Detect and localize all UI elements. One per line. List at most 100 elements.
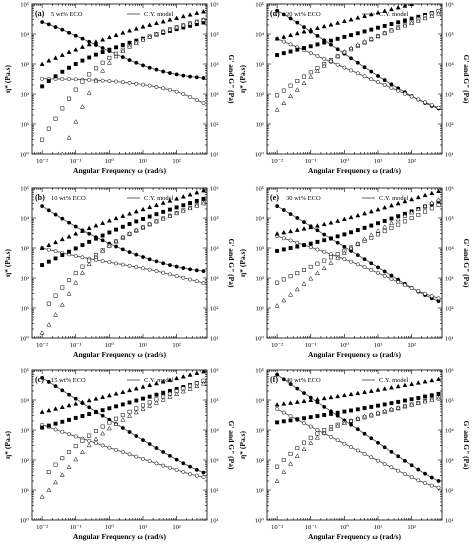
data-point [328,22,334,27]
y-right-axis-label: G' and G" (Pa) [227,421,236,470]
data-point [415,194,421,200]
data-point [194,203,200,208]
data-point [308,44,313,49]
data-point [114,244,119,249]
data-point [161,261,166,266]
data-point [288,382,293,387]
y-right-tick-label: 10⁴ [210,62,220,69]
data-point [308,51,313,56]
data-point [382,269,387,274]
data-point [66,234,72,239]
y-left-tick-label: 10³ [256,246,265,253]
data-point [133,26,139,31]
data-point [436,479,441,483]
data-point [180,13,186,19]
data-point [322,56,327,61]
data-point [409,4,415,7]
data-point [422,378,428,384]
y-left-axis-label: η* (Pa.s) [238,249,247,278]
data-point [335,255,341,260]
y-left-axis-label: η* (Pa.s) [238,431,247,460]
data-point [86,225,92,230]
data-point [167,207,172,212]
data-point [281,88,286,93]
y-left-tick-label: 10⁵ [20,2,29,9]
data-point [59,302,65,307]
data-point [275,280,280,285]
x-axis-label: Angular Frequency ω (rad/s) [308,532,401,541]
data-point [328,236,333,241]
data-point [288,83,293,88]
data-point [67,96,71,101]
data-point [349,56,354,61]
data-point [93,410,98,415]
y-right-tick-label: 10⁴ [445,428,455,435]
data-point [147,257,152,262]
data-point [40,375,45,380]
data-point [106,218,112,223]
chart-panel-4: 10⁻² 10⁻¹ 10⁰ 10¹ 10²10⁰10¹10²10³10⁴10⁵10¹10… [238,186,471,360]
data-point [86,41,92,47]
data-point [315,33,320,38]
data-point [194,279,199,284]
data-point [180,388,186,394]
data-point [342,409,347,414]
data-point [160,18,166,24]
data-point [134,406,139,411]
data-point [93,441,98,446]
data-point [355,427,360,432]
data-point [429,190,435,196]
data-point [422,192,428,198]
y-axis-right: 10¹ 10² 10³ 10⁴ 10⁵ 10⁶ [438,368,455,525]
legend-sample-label: 40 wt% ECO [286,377,321,384]
data-point [288,228,294,234]
data-point [153,20,159,26]
data-point [341,18,347,24]
data-point [281,208,286,212]
data-point [382,23,387,28]
legend: (b) 10 wt% ECO C.Y. model [35,193,174,202]
data-point [315,247,320,252]
legend-sample-label: 15 wt% ECO [51,377,86,384]
data-point [93,52,98,57]
data-point [415,380,421,385]
data-point [100,259,105,264]
data-point [415,4,421,5]
data-point [274,231,280,236]
data-point [362,210,368,216]
y-right-tick-label: 10³ [445,458,454,465]
data-point [294,453,300,458]
data-point [349,230,354,235]
data-point [335,218,341,223]
data-point [107,260,112,265]
data-point [388,384,394,390]
y-left-tick-label: 10⁴ [255,32,265,39]
data-point [369,77,374,82]
y-right-tick-label: 10³ [210,92,219,99]
data-point [174,391,180,397]
data-point [281,100,287,105]
data-point [416,467,421,472]
data-point [321,265,327,270]
data-point [335,47,340,52]
data-point [422,15,428,21]
data-point [294,30,300,36]
data-point [308,27,314,32]
data-point [67,450,71,454]
data-point [423,291,428,296]
data-point [349,33,354,38]
data-point [368,11,374,17]
series-2 [274,4,421,41]
x-tick-label: 10⁻² [271,342,283,349]
data-point [127,452,132,457]
series-5 [39,200,206,335]
data-point [174,457,179,462]
x-tick-label: 10² [172,342,181,349]
data-point [335,53,341,58]
data-point [53,479,59,485]
y-right-tick-label: 10⁴ [445,246,455,253]
x-tick-label: 10¹ [139,342,148,349]
data-point [302,391,306,396]
plot-area [39,370,206,499]
